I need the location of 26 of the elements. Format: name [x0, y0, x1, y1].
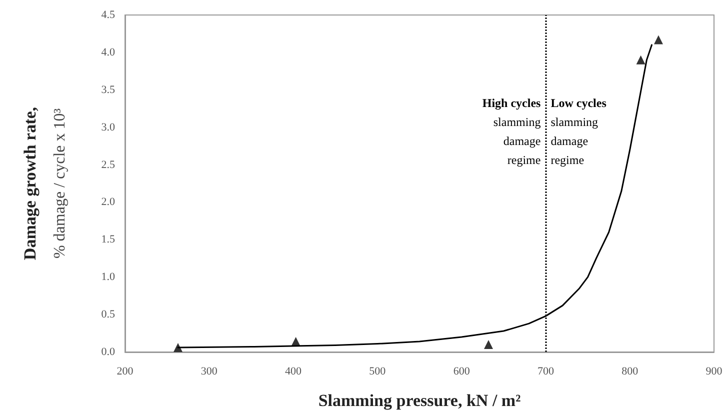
point — [636, 55, 646, 64]
x-tick-label: 300 — [200, 366, 218, 378]
y-tick-label: 4.5 — [101, 9, 116, 21]
x-axis-title: Slamming pressure, kN / m² — [318, 391, 521, 410]
y-tick-label: 3.5 — [101, 84, 116, 96]
y-tick-label: 3.0 — [101, 121, 116, 134]
x-tick-label: 200 — [116, 366, 134, 378]
y-tick-label: 2.0 — [101, 196, 116, 208]
point — [654, 35, 663, 44]
x-tick-label: 400 — [285, 366, 302, 378]
point — [174, 343, 183, 352]
y-axis-title: Damage growth rate, % damage / cycle x 10³ — [20, 106, 68, 260]
x-tick-label: 900 — [706, 366, 723, 378]
y-tick-label: 1.0 — [101, 271, 116, 284]
annotation: High cycles slamming damage regime — [482, 96, 542, 168]
y-tick-label: 2.5 — [101, 158, 116, 171]
x-tick-label: 600 — [453, 366, 470, 378]
y-tick-label: 0.5 — [101, 308, 116, 321]
annotation: Low cycles slamming damage regime — [550, 96, 607, 168]
y-tick-label: 0.0 — [101, 346, 116, 358]
y-tick-label: 4.0 — [101, 46, 116, 58]
x-tick-label: 800 — [622, 366, 639, 378]
y-tick-label: 1.5 — [101, 234, 116, 246]
point — [484, 340, 493, 350]
x-tick-label: 700 — [537, 366, 554, 378]
x-tick-label: 500 — [369, 366, 386, 378]
